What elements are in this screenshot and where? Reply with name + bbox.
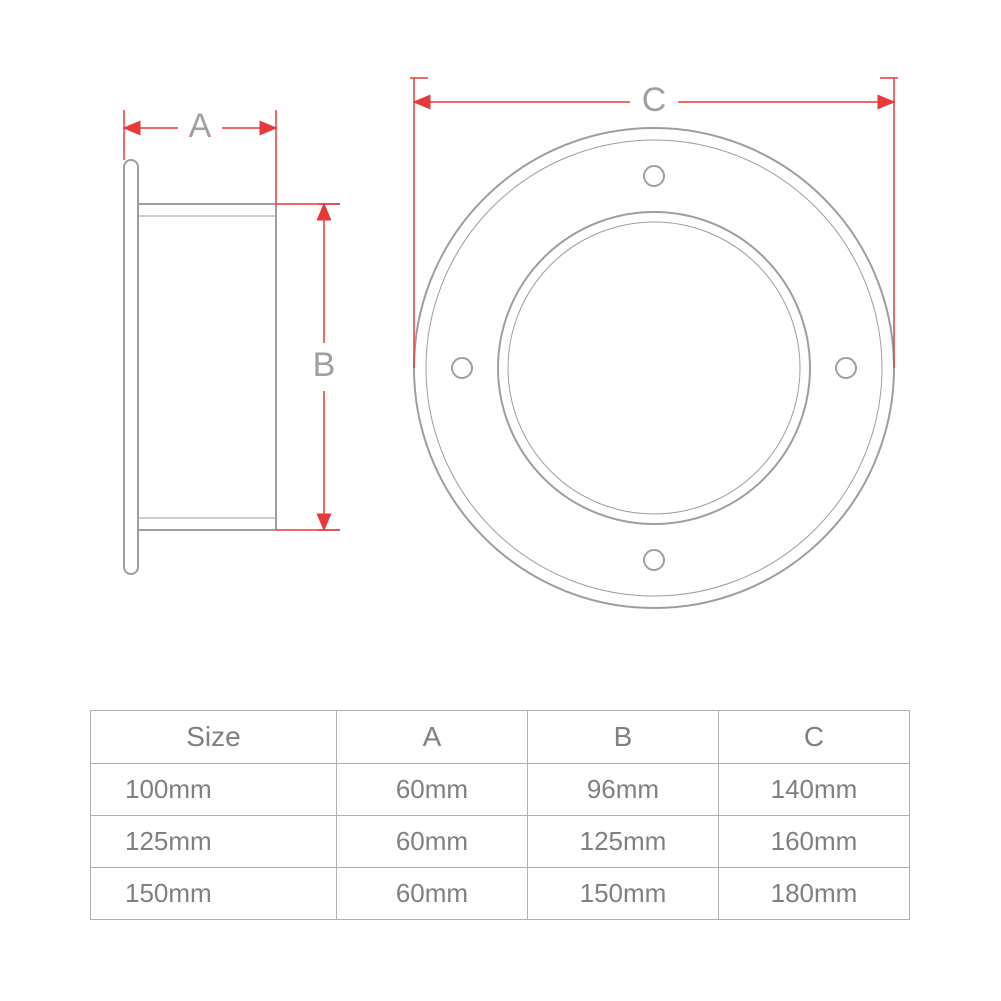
size-table: SizeABC 100mm60mm96mm140mm125mm60mm125mm… xyxy=(90,710,910,920)
col-a: A xyxy=(336,711,527,764)
table-row: 125mm60mm125mm160mm xyxy=(91,816,910,868)
svg-text:C: C xyxy=(642,81,667,119)
col-b: B xyxy=(527,711,718,764)
col-c: C xyxy=(718,711,909,764)
svg-text:B: B xyxy=(313,346,336,384)
svg-text:A: A xyxy=(189,107,212,145)
table-row: 150mm60mm150mm180mm xyxy=(91,868,910,920)
table-row: 100mm60mm96mm140mm xyxy=(91,764,910,816)
col-size: Size xyxy=(91,711,337,764)
